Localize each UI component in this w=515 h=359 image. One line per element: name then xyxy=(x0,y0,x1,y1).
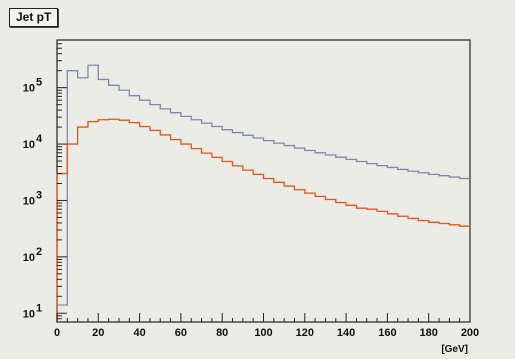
x-tick-label: 80 xyxy=(216,327,228,339)
y-tick-exponent: 3 xyxy=(36,189,42,201)
chart-title: Jet pT xyxy=(9,8,59,27)
series-2-line xyxy=(56,118,470,322)
y-tick-label: 10 xyxy=(23,139,35,151)
y-tick-exponent: 1 xyxy=(36,302,42,314)
series-layer xyxy=(56,64,470,322)
x-tick-label: 40 xyxy=(133,327,145,339)
series-1-line xyxy=(56,64,470,322)
y-tick-exponent: 4 xyxy=(36,133,43,145)
x-tick-label: 140 xyxy=(337,327,355,339)
frame xyxy=(56,39,471,323)
x-tick-label: 160 xyxy=(378,327,396,339)
x-tick-label: 20 xyxy=(92,327,104,339)
y-tick-label: 10 xyxy=(23,308,35,320)
y-tick-label: 10 xyxy=(23,252,35,264)
y-tick-exponent: 2 xyxy=(36,246,42,258)
x-tick-label: 0 xyxy=(54,327,60,339)
y-tick-label: 10 xyxy=(23,83,35,95)
x-tick-label: 60 xyxy=(175,327,187,339)
x-axis-label: [GeV] xyxy=(441,344,468,355)
x-tick-label: 200 xyxy=(461,327,479,339)
x-tick-label: 180 xyxy=(420,327,438,339)
y-tick-label: 10 xyxy=(23,195,35,207)
x-tick-label: 120 xyxy=(296,327,314,339)
y-tick-exponent: 5 xyxy=(36,77,42,89)
x-tick-label: 100 xyxy=(254,327,272,339)
